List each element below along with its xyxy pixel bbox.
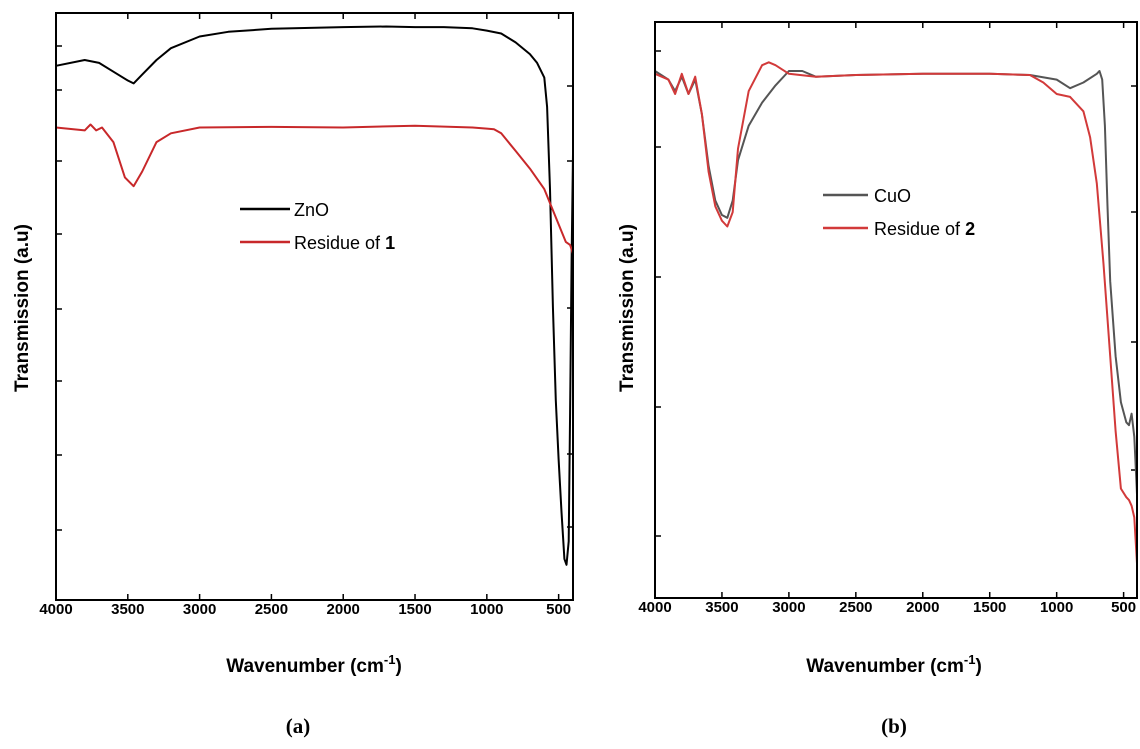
x-tick-label: 4000	[638, 599, 671, 616]
cuo-line	[654, 70, 1138, 495]
x-tick-label: 500	[1111, 599, 1136, 616]
x-tick-labels-a: 4000 3500 3000 2500 2000 1500 1000 500	[39, 601, 571, 618]
plot-area-a	[55, 25, 574, 566]
x-tick-label: 1500	[398, 601, 431, 618]
legend-a: ZnO Residue of 1	[240, 200, 395, 253]
residue-1-line	[55, 123, 574, 255]
plot-frame-a	[55, 12, 574, 601]
x-tick-label: 2000	[906, 599, 939, 616]
axis-ticks-b	[654, 22, 1137, 598]
x-tick-label: 3000	[183, 601, 216, 618]
x-tick-label: 3000	[772, 599, 805, 616]
legend-label-residue-1: Residue of 1	[294, 233, 395, 253]
axis-ticks-a	[55, 13, 573, 600]
panel-a: Transmission (a.u) 4000 3500 3000 2500 2000 1…	[12, 12, 574, 738]
x-tick-labels-b: 4000 3500 3000 2500 2000 1500 1000 500	[638, 599, 1136, 616]
x-axis-title-b: Wavenumber (cm-1)	[806, 652, 982, 677]
legend-b: CuO Residue of 2	[823, 186, 975, 239]
x-tick-label: 3500	[111, 601, 144, 618]
x-tick-label: 2000	[327, 601, 360, 618]
x-tick-label: 2500	[839, 599, 872, 616]
y-axis-title-a: Transmission (a.u)	[12, 224, 33, 392]
x-axis-title-a: Wavenumber (cm-1)	[226, 652, 402, 677]
residue-2-line	[654, 61, 1138, 564]
x-tick-label: 1000	[1040, 599, 1073, 616]
zno-line	[55, 25, 574, 566]
panel-label-a: (a)	[286, 714, 311, 738]
panel-label-b: (b)	[881, 714, 907, 738]
x-tick-label: 1500	[973, 599, 1006, 616]
x-tick-label: 3500	[705, 599, 738, 616]
x-tick-label: 2500	[255, 601, 288, 618]
legend-label-residue-2: Residue of 2	[874, 219, 975, 239]
plot-area-b	[654, 61, 1138, 564]
panel-b: Transmission (a.u) 4000 3500 3000 2500 2000 1…	[617, 21, 1138, 738]
x-tick-label: 500	[546, 601, 571, 618]
plot-frame-b	[654, 21, 1138, 599]
x-tick-label: 1000	[470, 601, 503, 618]
x-tick-label: 4000	[39, 601, 72, 618]
legend-label-cuo: CuO	[874, 186, 911, 206]
legend-label-zno: ZnO	[294, 200, 329, 220]
y-axis-title-b: Transmission (a.u)	[617, 224, 638, 392]
